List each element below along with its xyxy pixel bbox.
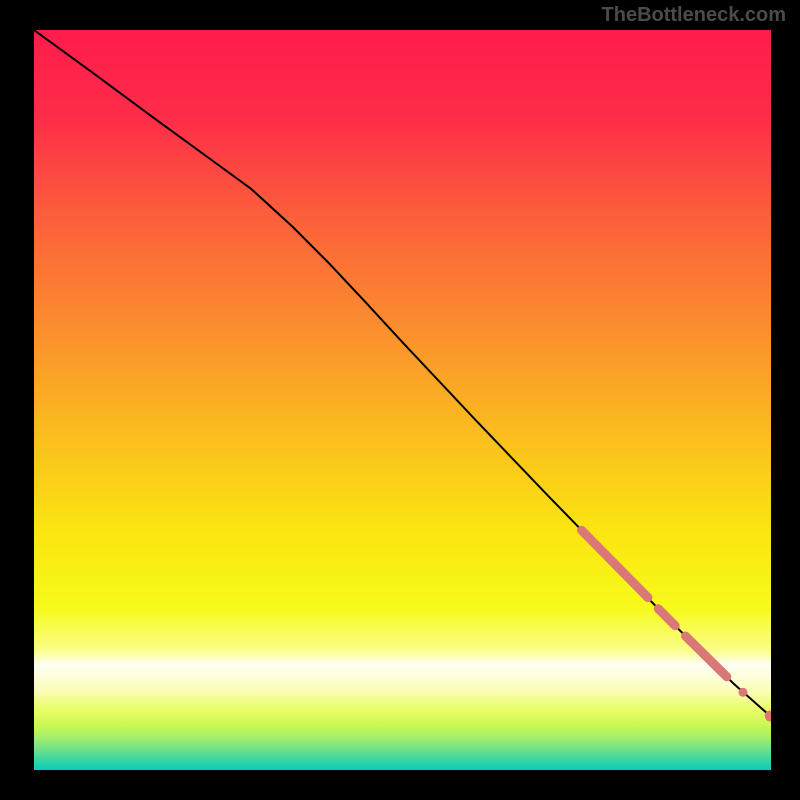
chart-plot-area	[34, 30, 771, 770]
marker-segment	[686, 636, 727, 677]
marker-dot	[738, 688, 747, 697]
chart-overlay	[34, 30, 771, 770]
marker-segment	[658, 609, 675, 626]
attribution-label: TheBottleneck.com	[602, 4, 786, 27]
marker-segment	[582, 530, 648, 597]
